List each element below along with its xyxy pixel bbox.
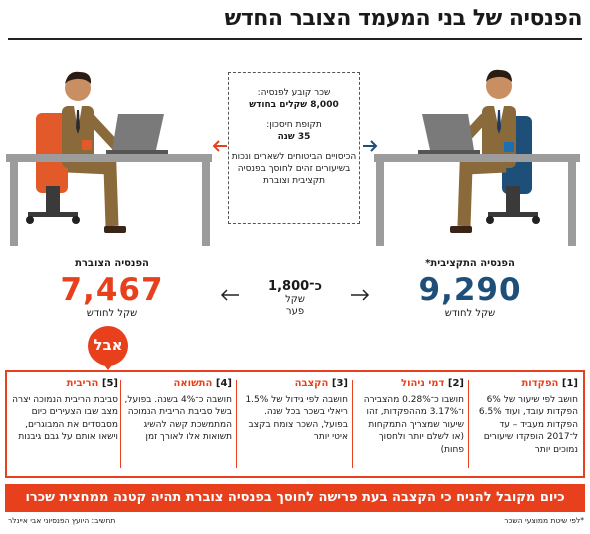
factor-text: חושבו כ־0.28% מהצבירה ו־3.17% מההפקדות, … [363,394,464,455]
period-value: 35 שנה [277,132,311,142]
budget-pension-label: הפנסיה התקציבית* [425,258,515,269]
factor-name: התשואה [173,378,213,389]
factor-number: [4] [215,378,232,389]
factor-name: הקצבה [294,378,329,389]
period-label: תקופת חיסכון: [266,120,322,130]
right-arrow-icon [363,140,378,152]
factor-text: חושבה כ־4% בשנה. בפועל, בשל סביבת הריבית… [124,394,232,443]
footnote-credit: תחשיב: היועץ הפנסיוני אבי איינלר [8,516,116,525]
left-arrow-icon [212,140,227,152]
salary-value: 8,000 שקלים בחודש [249,100,339,110]
factor-divider [352,380,353,468]
accumulating-pension-unit: שקל לחודש [86,308,138,319]
gap-word: פער [285,306,305,317]
factor-divider [120,380,121,468]
gap-block: כ־1,800 שקל פער [252,280,338,318]
coverage-text: הכיסויים הביטוחים לשארים ונכות בשיעורים … [231,152,357,186]
but-bubble-tail [102,362,114,370]
left-worker-illustration [6,71,212,246]
factor-allowance: [3] הקצבה חושבה לפי גידול של 1.5% ריאלי … [240,378,348,444]
right-worker-illustration [374,69,580,246]
factor-text: חושב לפי שיעור של 6% הפקדות עובד, ועוד 6… [478,394,578,455]
salary-label: שכר קובע לפנסיה: [257,88,331,98]
conclusion-banner: כיום מקובל להניח כי הקצבה בעת פרישה לחוס… [5,484,585,512]
assumptions-box: שכר קובע לפנסיה: 8,000 שקלים בחודש תקופת… [228,72,360,224]
but-bubble: אבל [88,326,128,366]
accumulating-pension-value: 7,467 [60,272,164,308]
factor-name: הפקדות [521,378,559,389]
gap-right-arrow-icon [351,289,370,301]
factor-name: הריבית [66,378,99,389]
title-divider [8,38,582,40]
factor-number: [3] [331,378,348,389]
gap-unit: שקל [285,294,305,305]
budget-pension-unit: שקל לחודש [444,308,496,319]
footnote-salary-method: *לפי שיטת ממוצעי השכר [504,516,584,525]
factor-number: [2] [447,378,464,389]
gap-left-arrow-icon [220,289,239,301]
factor-number: [5] [101,378,118,389]
factors-panel [5,370,585,478]
factor-management-fees: [2] דמי ניהול חושבו כ־0.28% מהצבירה ו־3.… [356,378,464,456]
factor-return: [4] התשואה חושבה כ־4% בשנה. בפועל, בשל ס… [124,378,232,444]
budget-pension-value: 9,290 [418,272,522,308]
factor-divider [236,380,237,468]
factor-divider [468,380,469,468]
page-title: הפנסיה של בני המעמד הצובר החדש [224,6,583,31]
factor-name: דמי ניהול [401,378,445,389]
factor-text: חושבה לפי גידול של 1.5% ריאלי בשכר בכל ש… [245,394,348,443]
factor-deposits: [1] הפקדות חושב לפי שיעור של 6% הפקדות ע… [470,378,578,456]
factor-text: סביבת הריבית הנמוכה יצרה מצב שבו הצעירים… [12,394,118,443]
gap-value: כ־1,800 [268,279,322,294]
factor-number: [1] [561,378,578,389]
accumulating-pension-label: הפנסיה הצוברת [75,258,149,269]
factor-interest: [5] הריבית סביבת הריבית הנמוכה יצרה מצב … [10,378,118,444]
